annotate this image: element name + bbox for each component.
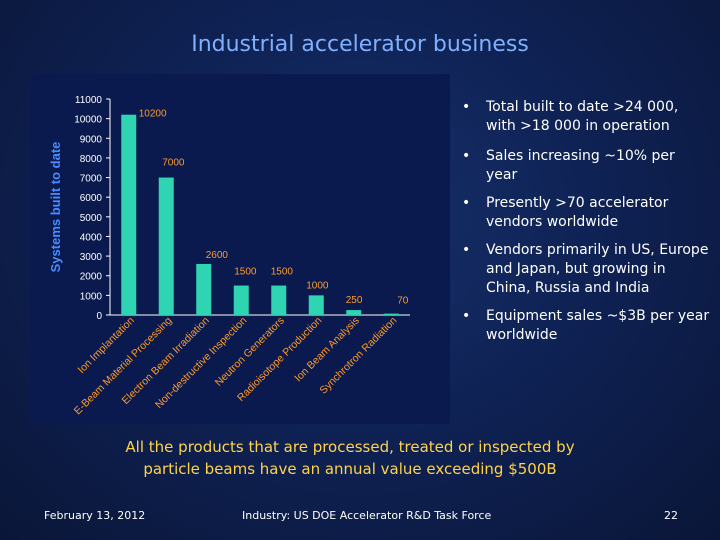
x-tick-label: Synchrotron Radiation [317,315,399,397]
bars [121,114,399,315]
value-labels: 10200 7000 2600 1500 1500 1000 250 70 [139,109,409,307]
bar [121,114,137,315]
y-tick-label: 3000 [80,252,103,263]
slide-title: Industrial accelerator business [191,32,529,57]
bullet-icon: • [462,148,471,164]
bar [233,285,249,315]
value-label: 10200 [139,109,167,120]
value-label: 7000 [162,158,185,169]
y-tick-label: 0 [96,311,102,322]
y-tick-label: 11000 [75,95,103,106]
bar-chart: Systems built to date 0 1000 2000 3000 4000 5… [48,95,410,418]
y-tick-labels: 0 1000 2000 3000 4000 5000 6000 7000 8000 9000 100… [74,95,102,322]
y-tick-label: 4000 [80,232,103,243]
y-tick-label: 9000 [80,134,103,145]
y-tick-label: 1000 [80,291,103,302]
bullet-text: Equipment sales ~$3B per year worldwide [486,308,710,343]
value-label: 2600 [206,250,229,261]
bullet-item: • Equipment sales ~$3B per year worldwide [460,307,710,345]
bullet-icon: • [462,99,471,115]
value-label: 250 [346,295,363,306]
y-tick-label: 6000 [80,193,103,204]
value-label: 1000 [306,280,329,291]
value-label: 1500 [234,267,257,278]
value-label: 1500 [271,267,294,278]
bar [271,285,287,315]
bar [196,263,212,315]
bullet-text: Presently >70 accelerator vendors worldw… [486,195,669,230]
y-axis-label: Systems built to date [48,142,63,273]
x-tick-label: Neutron Generators [213,315,287,389]
y-axis-label-group: Systems built to date [48,142,63,273]
bullet-text: Total built to date >24 000, with >18 00… [486,99,679,134]
bullet-icon: • [462,308,471,324]
bar [308,295,324,315]
summary-note: All the products that are processed, tre… [125,438,575,478]
bar [383,313,399,315]
y-tick-label: 8000 [80,154,103,165]
bullet-item: • Sales increasing ~10% per year [460,147,710,185]
y-tick-label: 10000 [74,115,102,126]
bar [158,177,174,315]
footer-date: February 13, 2012 [44,509,146,522]
bullet-icon: • [462,242,471,258]
y-tick-label: 2000 [80,272,103,283]
axes [106,98,410,316]
bullet-item: • Presently >70 accelerator vendors world… [460,194,710,232]
bullet-item: • Total built to date >24 000, with >18 0… [460,98,710,136]
bullet-list: • Total built to date >24 000, with >18 0… [460,98,710,356]
y-tick-label: 7000 [80,174,103,185]
x-tick-label: Ion Beam Analysis [292,315,362,385]
bar [346,310,362,315]
chart-panel: Systems built to date 0 1000 2000 3000 4000 5… [30,74,450,424]
y-tick-label: 5000 [80,213,103,224]
footer-source: Industry: US DOE Accelerator R&D Task Fo… [242,509,492,522]
bullet-text: Vendors primarily in US, Europe and Japa… [486,242,709,296]
bullet-icon: • [462,195,471,211]
bullet-text: Sales increasing ~10% per year [486,148,675,183]
value-label: 70 [397,296,409,307]
page-number: 22 [664,509,678,522]
bullet-item: • Vendors primarily in US, Europe and Jap… [460,241,710,298]
